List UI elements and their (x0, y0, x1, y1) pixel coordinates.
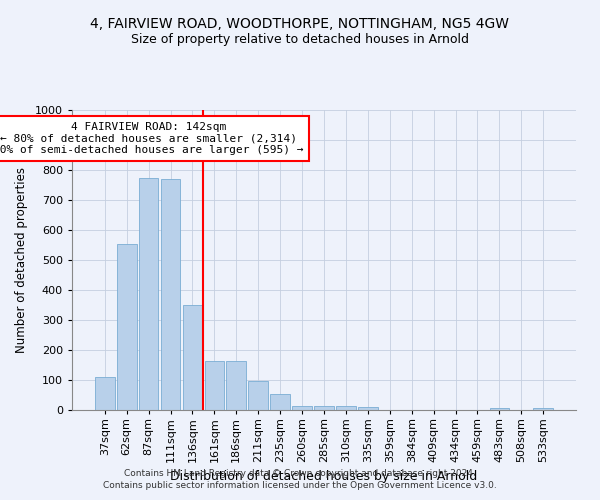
Bar (314, 406, 334, 410)
Y-axis label: Number of detached properties: Number of detached properties (15, 167, 28, 353)
Bar (533, 408, 553, 410)
Bar (270, 394, 290, 410)
Bar (205, 361, 224, 410)
Text: Contains HM Land Registry data © Crown copyright and database right 2024.: Contains HM Land Registry data © Crown c… (124, 468, 476, 477)
Bar (358, 407, 378, 410)
Bar (248, 380, 268, 410)
Bar (292, 406, 312, 410)
X-axis label: Distribution of detached houses by size in Arnold: Distribution of detached houses by size … (170, 470, 478, 484)
Bar (161, 179, 181, 410)
Text: 4 FAIRVIEW ROAD: 142sqm
← 80% of detached houses are smaller (2,314)
20% of semi: 4 FAIRVIEW ROAD: 142sqm ← 80% of detache… (0, 122, 304, 155)
Bar (95, 377, 115, 410)
Bar (182, 305, 202, 410)
Bar (139, 178, 158, 410)
Text: Size of property relative to detached houses in Arnold: Size of property relative to detached ho… (131, 32, 469, 46)
Bar (336, 406, 356, 410)
Bar (117, 244, 137, 410)
Bar (490, 408, 509, 410)
Text: 4, FAIRVIEW ROAD, WOODTHORPE, NOTTINGHAM, NG5 4GW: 4, FAIRVIEW ROAD, WOODTHORPE, NOTTINGHAM… (91, 18, 509, 32)
Text: Contains public sector information licensed under the Open Government Licence v3: Contains public sector information licen… (103, 481, 497, 490)
Bar (226, 361, 246, 410)
